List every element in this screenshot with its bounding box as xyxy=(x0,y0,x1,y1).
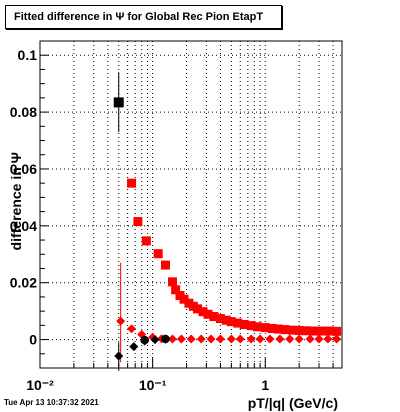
data-point xyxy=(275,334,285,344)
data-point xyxy=(324,326,334,336)
data-point xyxy=(226,317,236,327)
y-tick-label: 0.02 xyxy=(10,275,37,291)
plot-frame xyxy=(39,40,343,369)
y-axis-label: difference in Ψ xyxy=(8,152,24,250)
data-point xyxy=(141,236,151,246)
data-point xyxy=(285,334,295,344)
data-point xyxy=(186,334,196,344)
data-point xyxy=(206,334,216,344)
data-point xyxy=(150,335,160,345)
data-point xyxy=(332,334,342,344)
data-point xyxy=(171,285,181,295)
x-tick-label: 10⁻² xyxy=(26,377,54,393)
data-point xyxy=(133,217,143,227)
data-point xyxy=(203,309,213,319)
data-point xyxy=(317,326,327,336)
data-point xyxy=(235,334,245,344)
data-point xyxy=(260,323,270,333)
data-point xyxy=(305,334,315,344)
data-point xyxy=(198,307,208,317)
data-point xyxy=(252,322,262,332)
data-point xyxy=(288,325,298,335)
title-box: Fitted difference in Ψ for Global Rec Pi… xyxy=(5,5,282,29)
data-point xyxy=(265,334,275,344)
data-point xyxy=(179,294,189,304)
data-point xyxy=(161,334,170,344)
data-point xyxy=(160,260,170,270)
data-point xyxy=(226,334,236,344)
x-tick-label: 10⁻¹ xyxy=(139,377,167,393)
chart-title: Fitted difference in Ψ for Global Rec Pi… xyxy=(14,11,264,23)
data-point xyxy=(233,318,243,328)
data-point xyxy=(192,304,202,314)
data-point xyxy=(114,351,124,361)
y-tick-label: 0.06 xyxy=(10,161,37,177)
data-point xyxy=(215,314,225,324)
x-tick-label: 1 xyxy=(261,377,269,393)
data-point xyxy=(196,334,206,344)
x-axis-label: pT/|q| (GeV/c) xyxy=(248,395,338,411)
data-point xyxy=(246,321,256,331)
data-point xyxy=(255,334,265,344)
data-point xyxy=(294,334,304,344)
data-point xyxy=(113,97,124,108)
data-point xyxy=(129,342,139,352)
timestamp: Tue Apr 13 10:37:32 2021 xyxy=(4,398,99,407)
y-tick-label: 0.1 xyxy=(18,47,38,63)
data-point xyxy=(309,326,319,336)
y-tick-label: 0.04 xyxy=(10,218,37,234)
data-point xyxy=(153,249,163,259)
data-point xyxy=(323,334,333,344)
y-tick-label: 0.08 xyxy=(10,104,37,120)
y-tick-label: 0 xyxy=(29,332,37,348)
data-point xyxy=(116,316,126,326)
data-point xyxy=(127,324,137,334)
data-point xyxy=(280,325,290,335)
data-point xyxy=(246,334,256,344)
data-point xyxy=(176,334,186,344)
data-point xyxy=(301,326,311,336)
data-point xyxy=(239,319,249,329)
axis-ticks: 0 0.02 0.04 0.06 0.08 0.1 10⁻² 10⁻¹ 1 xyxy=(10,47,334,393)
data-point xyxy=(314,334,324,344)
data-point xyxy=(294,325,304,335)
data-point xyxy=(209,312,219,322)
data-point xyxy=(127,178,137,188)
data-point xyxy=(273,324,283,334)
data-point xyxy=(332,326,342,336)
grid xyxy=(40,41,342,368)
data-point xyxy=(221,315,231,325)
data-point xyxy=(167,334,177,344)
data-point xyxy=(140,335,149,345)
data-point xyxy=(215,334,225,344)
data-marks xyxy=(113,72,342,371)
data-point xyxy=(167,277,177,287)
data-point xyxy=(267,323,277,333)
